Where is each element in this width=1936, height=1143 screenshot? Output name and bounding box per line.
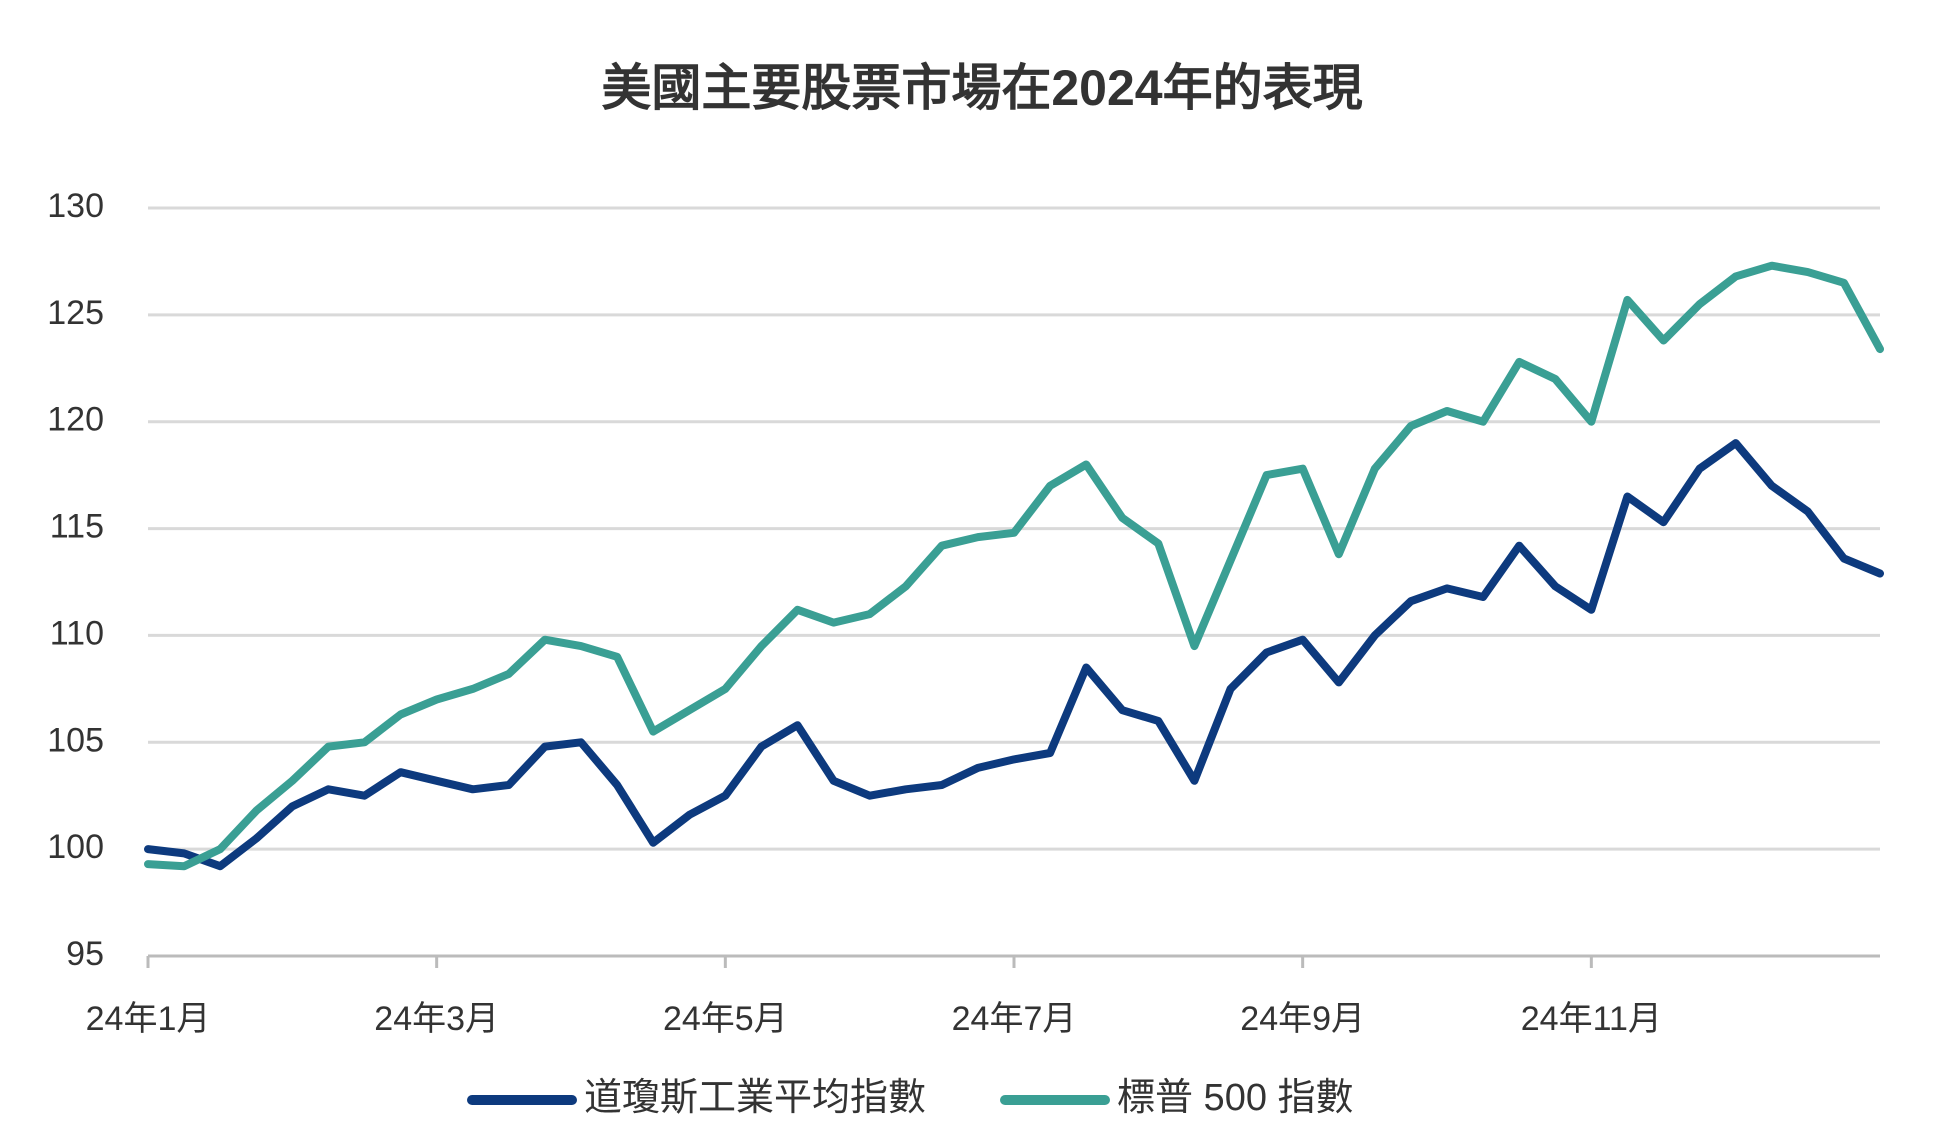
- y-tick-label: 110: [50, 614, 104, 652]
- y-tick-label: 125: [47, 294, 104, 332]
- x-tick-label: 24年3月: [374, 1000, 499, 1038]
- y-tick-label: 120: [47, 401, 104, 439]
- line-series: [144, 261, 1884, 871]
- y-tick-label: 115: [50, 508, 104, 546]
- chart-title: 美國主要股票市場在2024年的表現: [601, 60, 1362, 116]
- x-tick-label: 24年7月: [952, 1000, 1077, 1038]
- legend-label: 道瓊斯工業平均指數: [584, 1077, 926, 1119]
- y-tick-label: 95: [66, 935, 104, 973]
- x-tick-label: 24年5月: [663, 1000, 788, 1038]
- line-series: [144, 439, 1884, 871]
- x-tick-label: 24年11月: [1521, 1000, 1662, 1038]
- x-tick-label: 24年9月: [1240, 1000, 1365, 1038]
- y-tick-label: 130: [47, 187, 104, 225]
- y-tick-label: 100: [47, 828, 104, 866]
- x-tick-label: 24年1月: [86, 1000, 211, 1038]
- legend-label: 標普 500 指數: [1117, 1077, 1354, 1119]
- y-tick-label: 105: [47, 721, 104, 759]
